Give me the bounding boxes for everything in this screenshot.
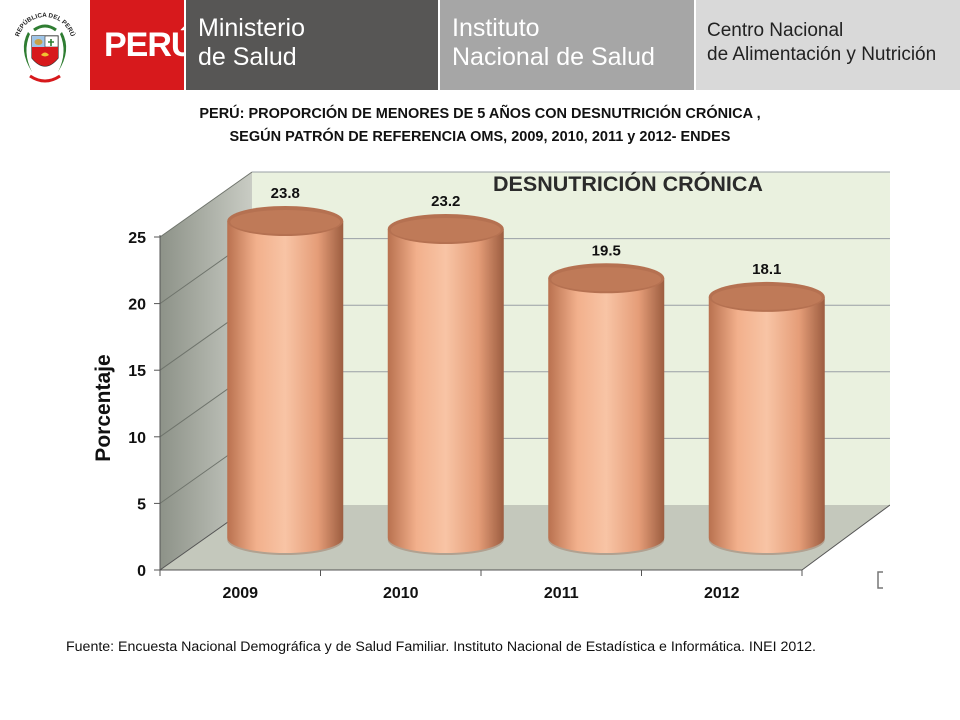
y-axis-title: Porcentaje — [92, 354, 115, 461]
bar-top-highlight — [230, 209, 341, 234]
x-tick-label: 2012 — [704, 585, 740, 602]
ministerio-line-2: de Salud — [198, 43, 297, 71]
bar-top-highlight — [390, 217, 501, 242]
gridline-side — [159, 171, 253, 238]
instituto-line-1: Instituto — [452, 14, 540, 42]
chart-heading-line-1: PERÚ: PROPORCIÓN DE MENORES DE 5 AÑOS CO… — [199, 106, 761, 122]
bar-value-label: 23.8 — [271, 185, 300, 202]
x-tick-label: 2009 — [222, 585, 258, 602]
peru-brand-block: PERÚ — [90, 0, 195, 90]
peru-label: PERÚ — [104, 26, 195, 64]
instituto-line-2: Nacional de Salud — [452, 43, 655, 71]
bar-2009 — [227, 205, 344, 555]
chart-heading-line-2: SEGÚN PATRÓN DE REFERENCIA OMS, 2009, 20… — [229, 129, 731, 145]
bar-2010 — [387, 213, 504, 555]
y-tick-label: 0 — [137, 563, 146, 580]
bar-value-label: 18.1 — [752, 261, 781, 278]
y-tick-label: 5 — [137, 496, 146, 513]
legend-bracket-icon — [877, 571, 883, 589]
bar-2011 — [548, 263, 665, 555]
peru-coat-of-arms-icon: REPÚBLICA DEL PERÚ — [14, 12, 78, 83]
bar-2012 — [708, 281, 825, 555]
bar-chart: 0 5 10 15 20 25 Porcentaje DESNUTRICIÓN CRÓNICA… — [92, 171, 890, 602]
centro-line-1: Centro Nacional — [707, 20, 844, 41]
bar-top-highlight — [551, 267, 662, 292]
ministerio-block: Ministerio de Salud — [186, 0, 438, 90]
bar-body — [708, 296, 825, 553]
source-note: Fuente: Encuesta Nacional Demográfica y … — [66, 639, 816, 655]
bar-value-label: 23.2 — [431, 193, 460, 210]
ministerio-line-1: Ministerio — [198, 14, 305, 42]
x-tick-label: 2010 — [383, 585, 419, 602]
bar-body — [548, 278, 665, 553]
chart-title: DESNUTRICIÓN CRÓNICA — [493, 171, 763, 196]
bar-body — [227, 220, 344, 553]
y-tick-label: 20 — [128, 297, 146, 314]
y-tick-label: 25 — [128, 230, 146, 247]
chart-heading: PERÚ: PROPORCIÓN DE MENORES DE 5 AÑOS CO… — [0, 103, 960, 149]
centro-block: Centro Nacional de Alimentación y Nutric… — [696, 0, 960, 90]
instituto-block: Instituto Nacional de Salud — [440, 0, 694, 90]
floor-edge-line — [801, 504, 890, 571]
y-tick-label: 10 — [128, 430, 146, 447]
bar-value-label: 19.5 — [592, 242, 621, 259]
y-tick-label: 15 — [128, 363, 146, 380]
x-tick-label: 2011 — [544, 585, 579, 602]
header: REPÚBLICA DEL PERÚ PERÚ Ministerio de Sa… — [0, 0, 960, 92]
centro-line-2: de Alimentación y Nutrición — [707, 44, 937, 65]
bar-body — [387, 228, 504, 553]
bar-top-highlight — [711, 285, 822, 310]
